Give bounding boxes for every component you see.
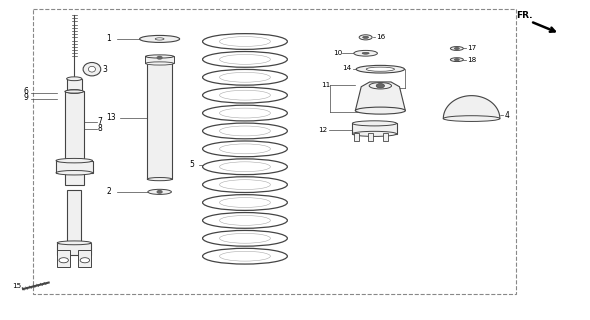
- Ellipse shape: [202, 177, 287, 193]
- Circle shape: [454, 47, 460, 50]
- Text: 12: 12: [319, 127, 328, 133]
- Text: 16: 16: [376, 34, 385, 40]
- Text: 1: 1: [107, 35, 112, 44]
- Ellipse shape: [202, 123, 287, 139]
- Ellipse shape: [88, 66, 96, 72]
- Ellipse shape: [202, 141, 287, 157]
- Ellipse shape: [363, 36, 369, 38]
- Text: FR.: FR.: [516, 11, 532, 20]
- Ellipse shape: [65, 90, 84, 93]
- Ellipse shape: [202, 195, 287, 210]
- Text: 14: 14: [342, 65, 351, 71]
- Bar: [78, 250, 91, 267]
- Ellipse shape: [352, 121, 396, 126]
- Ellipse shape: [366, 67, 395, 71]
- Ellipse shape: [202, 52, 287, 67]
- Text: 9: 9: [23, 93, 28, 102]
- Bar: [352, 123, 396, 134]
- Text: 3: 3: [103, 65, 107, 74]
- Polygon shape: [443, 96, 500, 119]
- Ellipse shape: [202, 34, 287, 49]
- Ellipse shape: [148, 189, 171, 195]
- Bar: [57, 243, 91, 255]
- Bar: [67, 79, 82, 92]
- Circle shape: [158, 191, 162, 193]
- Bar: [56, 161, 93, 173]
- Ellipse shape: [146, 55, 173, 58]
- Bar: [57, 250, 70, 267]
- Ellipse shape: [352, 131, 396, 136]
- Text: 5: 5: [189, 160, 194, 169]
- Ellipse shape: [362, 52, 369, 54]
- Ellipse shape: [369, 83, 392, 89]
- Ellipse shape: [355, 107, 405, 114]
- Ellipse shape: [202, 159, 287, 175]
- Ellipse shape: [443, 116, 500, 122]
- Text: 8: 8: [98, 124, 103, 132]
- Ellipse shape: [359, 35, 372, 40]
- Ellipse shape: [155, 38, 164, 40]
- Ellipse shape: [67, 77, 82, 81]
- Ellipse shape: [202, 105, 287, 121]
- Text: 4: 4: [504, 111, 509, 120]
- Ellipse shape: [202, 212, 287, 228]
- Ellipse shape: [83, 62, 101, 76]
- Bar: [383, 133, 388, 141]
- Ellipse shape: [450, 58, 463, 61]
- Circle shape: [80, 258, 90, 263]
- Ellipse shape: [146, 62, 173, 65]
- Text: 15: 15: [12, 283, 22, 289]
- Circle shape: [59, 258, 68, 263]
- Bar: [146, 56, 173, 63]
- Text: 13: 13: [107, 113, 116, 122]
- Circle shape: [376, 84, 385, 88]
- Ellipse shape: [202, 87, 287, 103]
- Ellipse shape: [148, 178, 172, 181]
- Text: 6: 6: [23, 87, 28, 96]
- Ellipse shape: [356, 65, 405, 73]
- Text: 7: 7: [98, 117, 103, 126]
- Text: 2: 2: [107, 188, 112, 196]
- Text: 11: 11: [322, 82, 331, 88]
- Bar: [368, 133, 373, 141]
- Bar: [353, 133, 359, 141]
- Ellipse shape: [57, 241, 91, 245]
- Circle shape: [158, 56, 162, 59]
- Circle shape: [454, 58, 460, 61]
- Ellipse shape: [202, 69, 287, 85]
- Ellipse shape: [56, 171, 93, 175]
- Ellipse shape: [202, 230, 287, 246]
- Text: 18: 18: [467, 57, 477, 63]
- Ellipse shape: [67, 90, 82, 93]
- Ellipse shape: [202, 248, 287, 264]
- Polygon shape: [355, 82, 405, 111]
- Ellipse shape: [56, 158, 93, 163]
- Ellipse shape: [450, 47, 463, 50]
- Ellipse shape: [140, 36, 179, 43]
- Bar: [67, 190, 81, 243]
- Text: 17: 17: [467, 45, 477, 52]
- Bar: [65, 92, 84, 186]
- Bar: [33, 9, 516, 294]
- Text: 10: 10: [333, 50, 343, 56]
- Ellipse shape: [354, 50, 378, 56]
- Bar: [148, 63, 172, 179]
